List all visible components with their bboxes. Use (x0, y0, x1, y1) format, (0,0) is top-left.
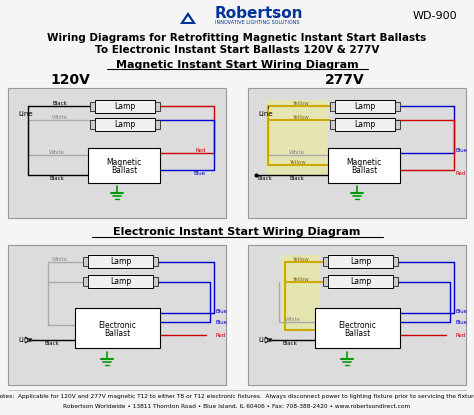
Bar (315, 308, 400, 348)
Text: 120V: 120V (50, 73, 90, 87)
Bar (323, 277, 328, 286)
Text: Black: Black (53, 100, 67, 105)
Bar (393, 277, 398, 286)
Text: White: White (285, 317, 301, 322)
Text: Yellow: Yellow (289, 159, 305, 164)
Bar (155, 120, 160, 129)
Bar (95, 100, 155, 113)
Text: White: White (52, 256, 68, 261)
Text: White: White (289, 149, 305, 154)
Text: Magnetic: Magnetic (106, 158, 142, 167)
Text: Lamp: Lamp (110, 257, 131, 266)
Bar (8, 245, 226, 385)
Bar (155, 102, 160, 111)
Text: Blue: Blue (456, 147, 468, 152)
Text: Yellow: Yellow (292, 276, 309, 281)
Text: Lamp: Lamp (114, 120, 136, 129)
Text: Ballast: Ballast (351, 166, 377, 175)
Bar (328, 255, 393, 268)
Text: Magnetic: Magnetic (346, 158, 382, 167)
Bar (90, 102, 95, 111)
Text: Robertson Worldwide • 13811 Thornton Road • Blue Island, IL 60406 • Fax: 708-388: Robertson Worldwide • 13811 Thornton Roa… (64, 403, 410, 408)
Bar (95, 118, 155, 131)
Bar (75, 308, 160, 348)
Text: Blue: Blue (456, 308, 468, 313)
Text: Red: Red (196, 147, 206, 152)
Text: Lamp: Lamp (355, 102, 375, 111)
Text: Yellow: Yellow (292, 256, 309, 261)
Bar (335, 118, 395, 131)
Text: Magnetic Instant Start Wiring Diagram: Magnetic Instant Start Wiring Diagram (116, 60, 358, 70)
Text: 277V: 277V (325, 73, 365, 87)
Text: WD-900: WD-900 (413, 11, 457, 21)
Bar (266, 100, 328, 175)
Bar (395, 102, 400, 111)
Bar (328, 275, 393, 288)
Text: Red: Red (456, 171, 466, 176)
Text: Line: Line (258, 111, 273, 117)
Text: Line: Line (18, 111, 33, 117)
Bar (248, 245, 466, 385)
Text: Lamp: Lamp (350, 257, 371, 266)
Text: Ballast: Ballast (345, 329, 371, 337)
Text: Red: Red (456, 332, 466, 337)
Text: Black: Black (290, 176, 304, 181)
Text: Ballast: Ballast (104, 329, 131, 337)
Text: Black: Black (258, 176, 273, 181)
Bar (335, 100, 395, 113)
Polygon shape (180, 12, 196, 24)
Text: Ballast: Ballast (111, 166, 137, 175)
Text: Electronic: Electronic (99, 320, 137, 330)
Text: Blue: Blue (194, 171, 206, 176)
Bar (328, 148, 400, 183)
Bar (83, 257, 88, 266)
Text: ........: ........ (270, 11, 288, 17)
Text: Black: Black (50, 176, 64, 181)
Text: Wiring Diagrams for Retrofitting Magnetic Instant Start Ballasts: Wiring Diagrams for Retrofitting Magneti… (47, 33, 427, 43)
Bar (88, 255, 153, 268)
Text: Line: Line (18, 337, 33, 343)
Bar (330, 102, 335, 111)
Text: Black: Black (283, 340, 298, 346)
Text: Electronic: Electronic (338, 320, 376, 330)
Polygon shape (184, 16, 192, 22)
Bar (88, 275, 153, 288)
Bar (90, 120, 95, 129)
Text: Lamp: Lamp (350, 277, 371, 286)
Bar (83, 277, 88, 286)
Bar (153, 257, 158, 266)
Text: Lamp: Lamp (110, 277, 131, 286)
Bar (282, 255, 320, 330)
Bar (8, 88, 226, 218)
Text: White: White (52, 115, 68, 120)
Bar (88, 148, 160, 183)
Text: To Electronic Instant Start Ballasts 120V & 277V: To Electronic Instant Start Ballasts 120… (95, 45, 379, 55)
Bar (395, 120, 400, 129)
Text: Line: Line (258, 337, 273, 343)
Text: Blue: Blue (216, 308, 228, 313)
Text: INNOVATIVE LIGHTING SOLUTIONS: INNOVATIVE LIGHTING SOLUTIONS (215, 20, 300, 25)
Text: Blue: Blue (216, 320, 228, 325)
Text: Blue: Blue (456, 320, 468, 325)
Text: Lamp: Lamp (355, 120, 375, 129)
Text: Black: Black (45, 340, 59, 346)
Text: Yellow: Yellow (292, 100, 309, 105)
Text: Lamp: Lamp (114, 102, 136, 111)
Bar (393, 257, 398, 266)
Bar (248, 88, 466, 218)
Bar (330, 120, 335, 129)
Bar (323, 257, 328, 266)
Text: Robertson: Robertson (215, 7, 303, 22)
Text: Electronic Instant Start Wiring Diagram: Electronic Instant Start Wiring Diagram (113, 227, 361, 237)
Text: White: White (49, 149, 65, 154)
Bar (153, 277, 158, 286)
Text: Notes:  Applicable for 120V and 277V magnetic T12 to either T8 or T12 electronic: Notes: Applicable for 120V and 277V magn… (0, 393, 474, 398)
Text: Red: Red (216, 332, 227, 337)
Text: Yellow: Yellow (292, 115, 309, 120)
